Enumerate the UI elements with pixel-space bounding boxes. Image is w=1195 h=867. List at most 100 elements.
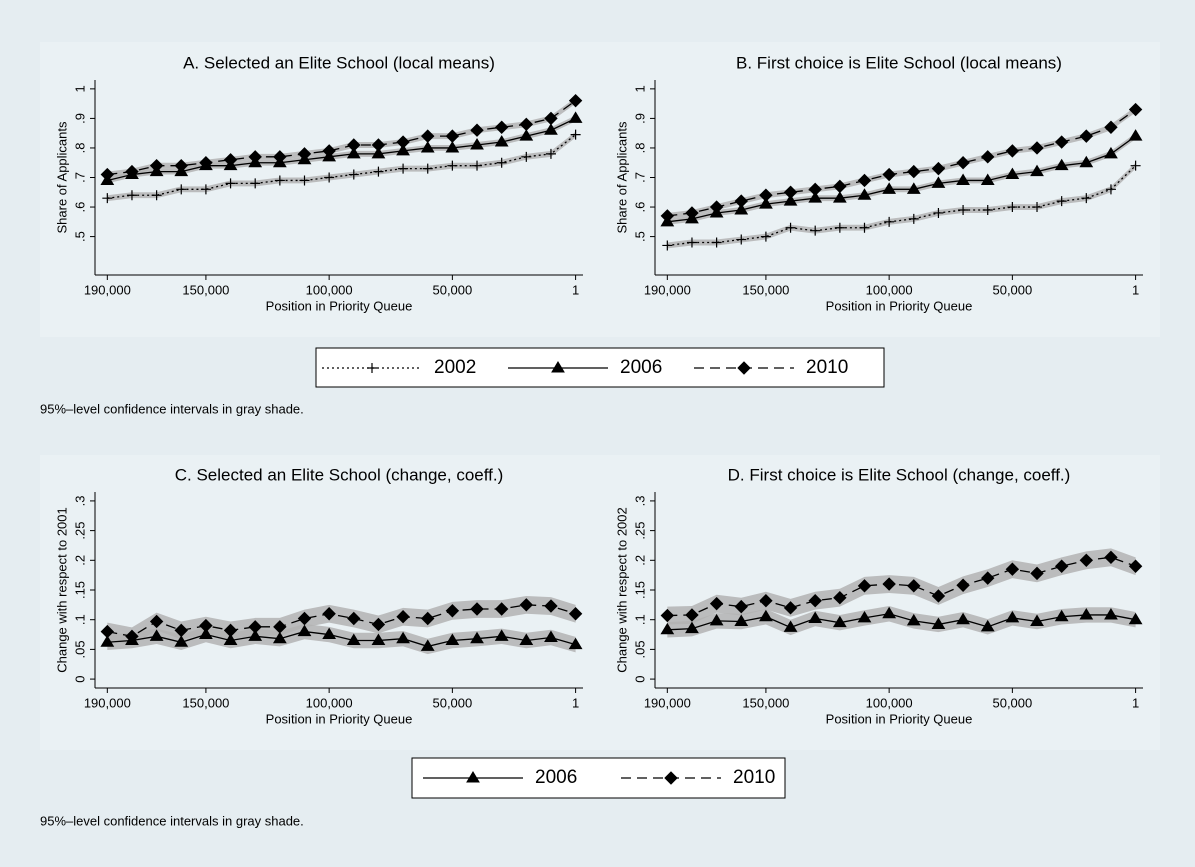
marker	[347, 138, 361, 152]
marker	[783, 194, 798, 206]
y-tick-label: .5	[632, 231, 647, 242]
chart-title: D. First choice is Elite School (change,…	[728, 465, 1071, 484]
marker	[470, 631, 484, 644]
marker	[1079, 129, 1094, 143]
marker	[494, 135, 509, 147]
y-tick-label: 1	[72, 85, 87, 92]
chart-title: C. Selected an Elite School (change, coe…	[175, 465, 504, 484]
y-tick-label: .7	[72, 172, 87, 183]
legend-label: 2010	[806, 357, 848, 378]
marker	[466, 771, 480, 783]
x-axis-label: Position in Priority Queue	[826, 711, 973, 726]
marker	[544, 599, 558, 613]
marker	[956, 156, 970, 170]
marker	[125, 164, 139, 179]
marker	[322, 607, 336, 621]
marker	[1054, 609, 1069, 622]
marker	[149, 614, 164, 629]
marker	[223, 633, 238, 645]
marker	[274, 175, 285, 186]
marker	[1130, 160, 1141, 171]
marker	[737, 361, 751, 375]
marker	[907, 579, 921, 593]
marker	[832, 191, 847, 203]
marker	[686, 237, 697, 248]
marker	[908, 213, 919, 224]
marker	[664, 771, 678, 785]
marker	[834, 222, 845, 233]
marker	[1128, 612, 1143, 625]
marker	[151, 190, 162, 201]
x-tick-label: 1	[1132, 695, 1139, 710]
x-tick-label: 190,000	[84, 695, 131, 710]
marker	[783, 185, 798, 199]
marker	[494, 120, 509, 134]
y-axis-label: Change with respect to 2001	[54, 507, 69, 673]
marker	[248, 620, 262, 634]
note: 95%–level confidence intervals in gray s…	[40, 813, 304, 828]
marker	[199, 618, 213, 633]
x-tick-label: 150,000	[742, 282, 789, 297]
y-axis-label: Share of Applicants	[54, 121, 69, 234]
ci-band	[667, 106, 1136, 219]
marker	[519, 633, 534, 645]
ci-band	[107, 595, 576, 646]
marker	[1032, 202, 1043, 213]
x-tick-label: 50,000	[432, 282, 472, 297]
x-tick-label: 190,000	[84, 282, 131, 297]
marker	[297, 147, 312, 161]
marker	[808, 611, 823, 624]
marker	[445, 140, 460, 153]
x-tick-label: 150,000	[182, 282, 229, 297]
marker	[783, 601, 798, 615]
marker	[1030, 164, 1044, 177]
marker	[709, 596, 724, 611]
marker	[544, 123, 558, 135]
marker	[494, 629, 509, 641]
x-tick-label: 150,000	[182, 695, 229, 710]
marker	[472, 160, 483, 171]
marker	[519, 598, 534, 612]
y-tick-label: .3	[632, 495, 647, 506]
marker	[373, 166, 384, 177]
marker	[882, 182, 897, 194]
marker	[734, 194, 748, 208]
marker	[882, 167, 896, 182]
marker	[734, 203, 749, 215]
marker	[1079, 607, 1094, 620]
y-tick-label: .25	[632, 522, 647, 540]
x-axis-label: Position in Priority Queue	[266, 298, 413, 313]
y-tick-label: .15	[632, 581, 647, 599]
marker	[297, 624, 312, 637]
marker	[808, 191, 823, 203]
marker	[931, 617, 946, 629]
y-tick-label: .1	[72, 614, 87, 625]
marker	[709, 613, 724, 626]
marker	[1104, 120, 1118, 134]
marker	[734, 614, 749, 626]
marker	[100, 635, 115, 647]
marker	[833, 179, 847, 194]
marker	[272, 631, 287, 644]
marker	[551, 361, 565, 373]
y-tick-label: .3	[72, 495, 87, 506]
y-tick-label: 1	[632, 85, 647, 92]
x-tick-label: 100,000	[306, 695, 353, 710]
marker	[980, 173, 995, 185]
y-axis-label: Share of Applicants	[614, 121, 629, 234]
marker	[100, 167, 115, 182]
marker	[711, 237, 722, 248]
marker	[126, 190, 137, 201]
x-tick-label: 100,000	[306, 282, 353, 297]
marker	[199, 627, 213, 640]
y-tick-label: .6	[72, 202, 87, 213]
marker	[808, 182, 822, 197]
marker	[519, 129, 534, 141]
marker	[248, 629, 263, 641]
panel-row	[40, 42, 1160, 337]
marker	[956, 612, 970, 625]
marker	[521, 151, 532, 162]
marker	[759, 197, 773, 209]
marker	[884, 216, 895, 227]
marker	[1056, 196, 1067, 207]
